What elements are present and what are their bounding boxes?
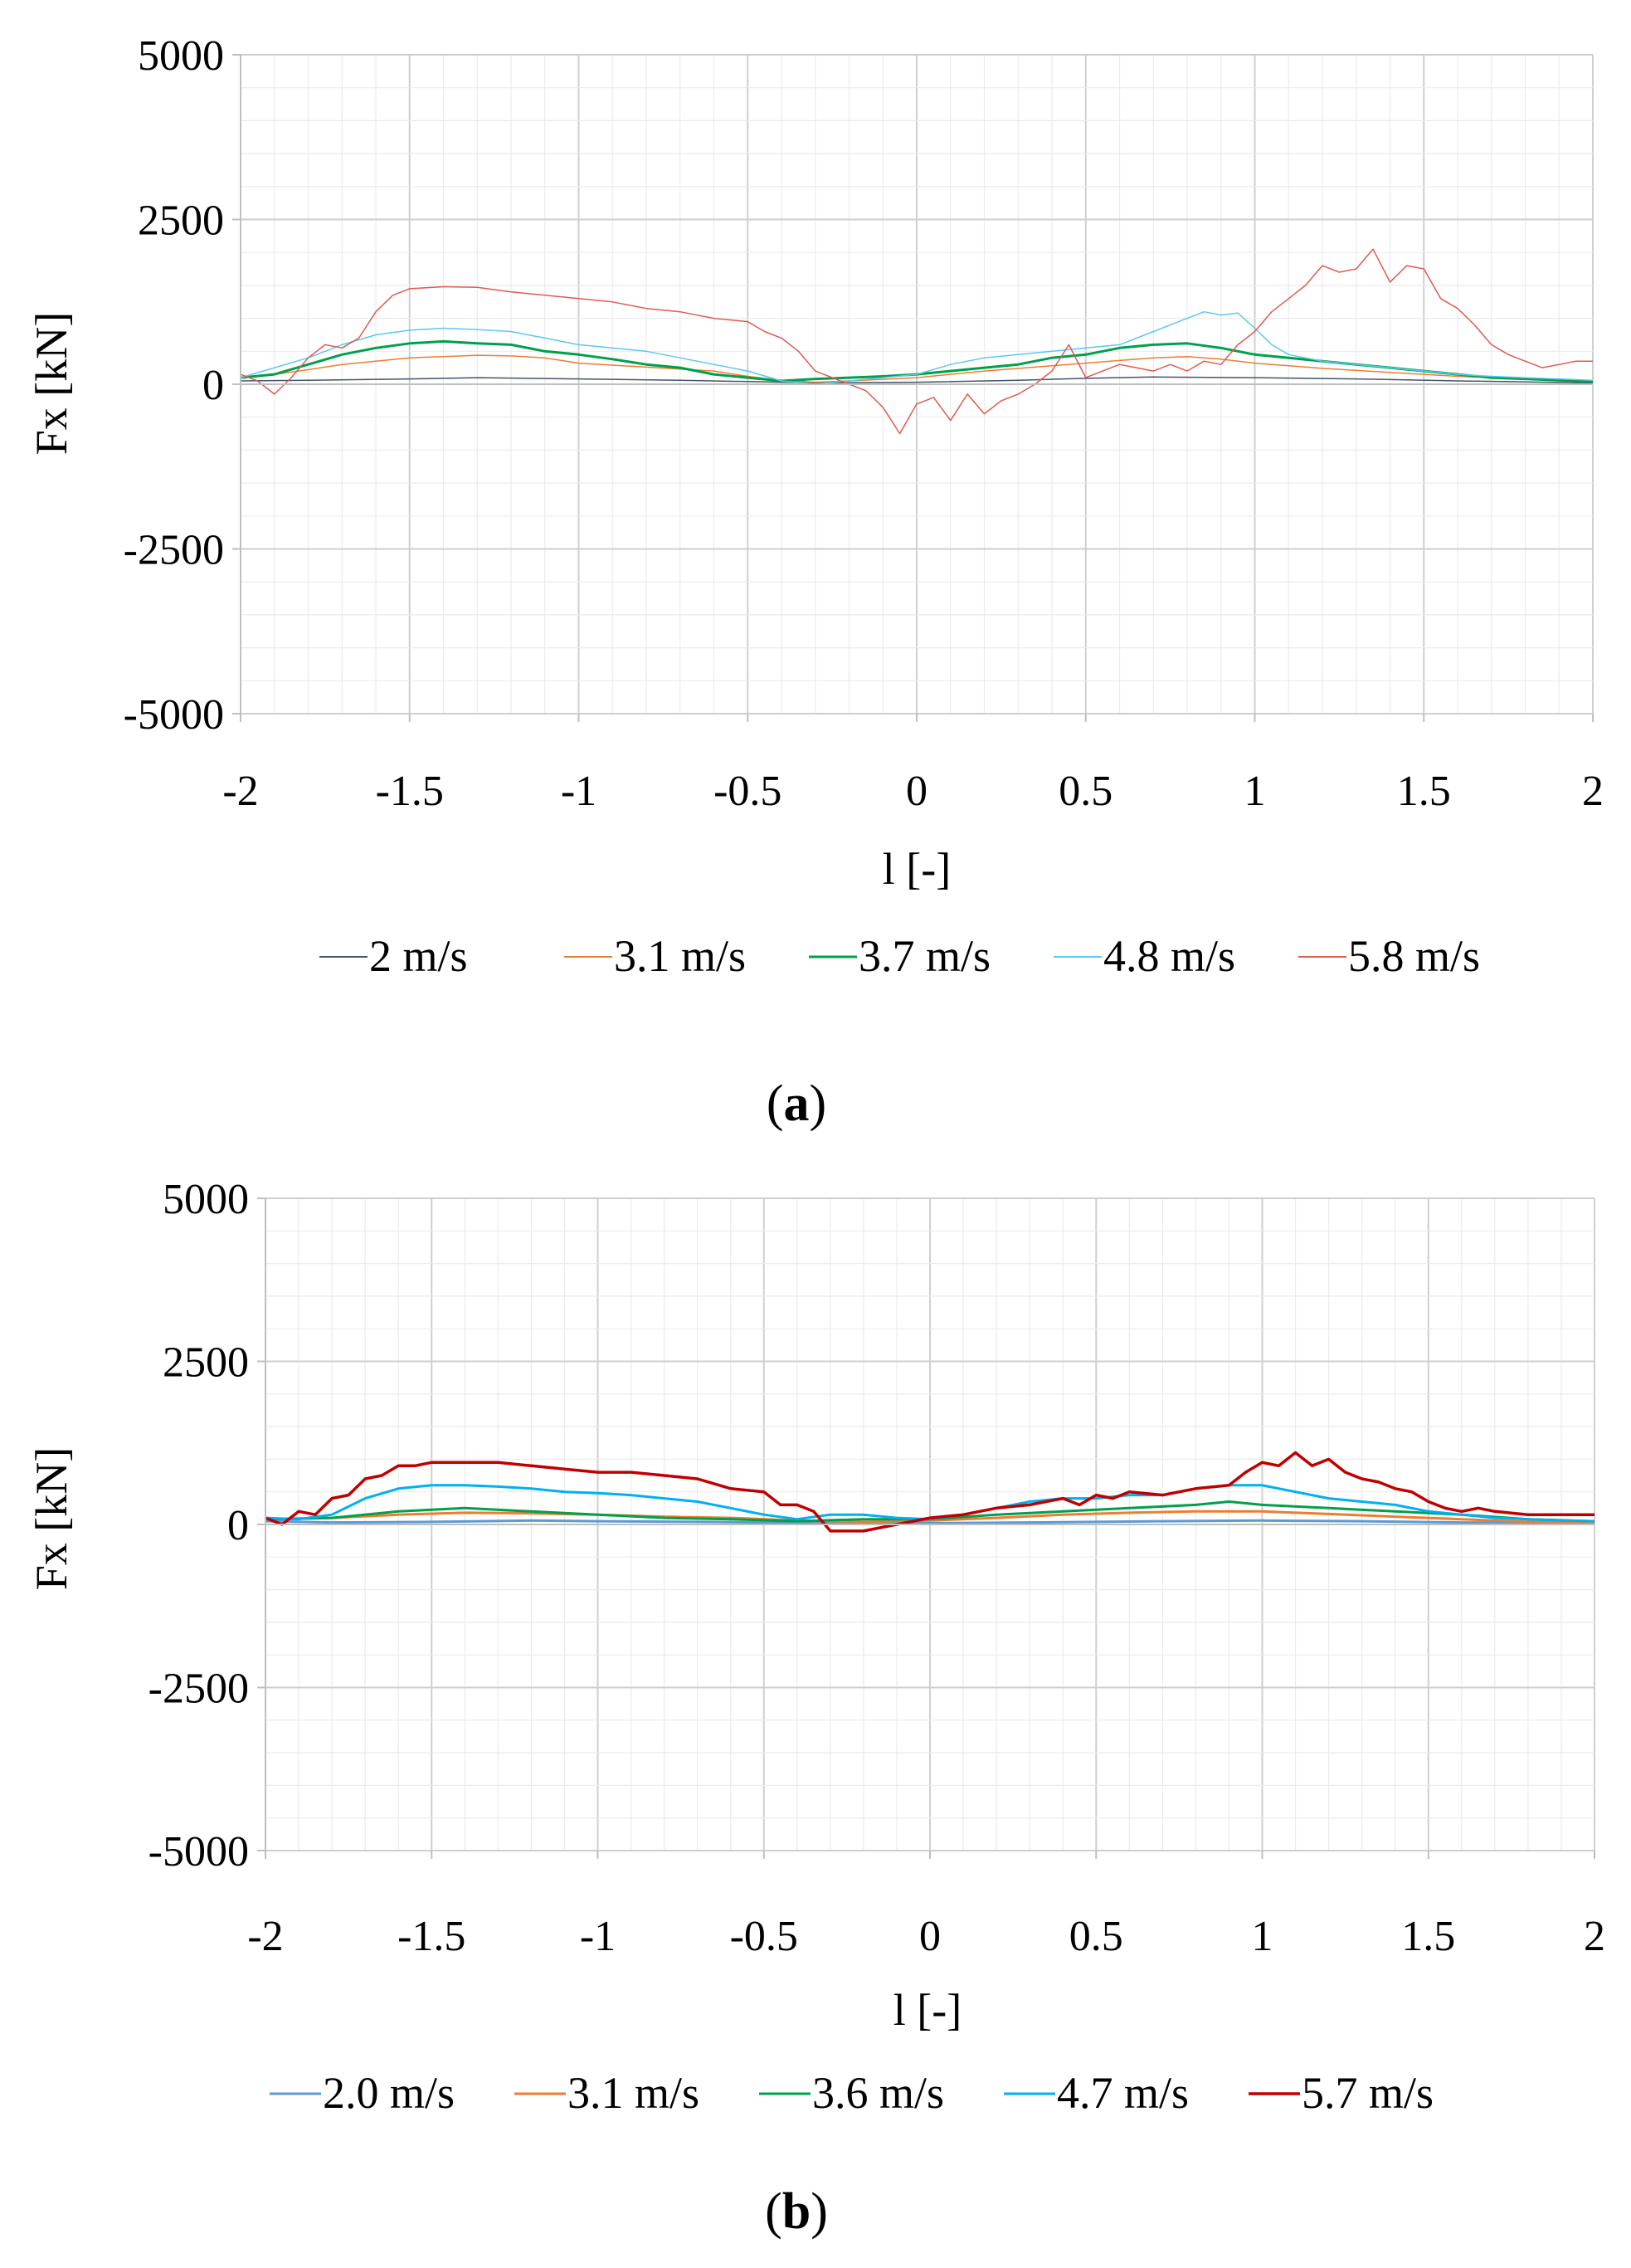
x-tick-label: 0.5 xyxy=(1059,768,1112,815)
x-tick-label: 2 xyxy=(1582,768,1604,815)
y-tick-label: -2500 xyxy=(148,1666,249,1713)
series-line-3 xyxy=(240,310,1594,385)
series-line-2 xyxy=(265,1500,1595,1523)
legend-label-0: 2.0 m/s xyxy=(323,2068,455,2118)
x-axis-title-a: l [-] xyxy=(883,844,951,894)
y-axis-title-a: Fx [kN] xyxy=(27,312,76,456)
y-tick-label: 5000 xyxy=(163,1176,249,1223)
series-line-1 xyxy=(265,1510,1595,1524)
series-group-a xyxy=(240,248,1594,435)
series-line-1 xyxy=(240,354,1594,383)
x-tick-label: -0.5 xyxy=(713,768,781,815)
y-tick-label: 2500 xyxy=(138,198,224,245)
series-line-0 xyxy=(240,376,1594,384)
caption-a-letter: a xyxy=(784,1075,810,1132)
legend-label-4: 5.8 m/s xyxy=(1348,931,1480,981)
axes-a xyxy=(232,54,1594,722)
legend-label-0: 2 m/s xyxy=(369,931,468,981)
y-tick-label: -5000 xyxy=(148,1828,249,1875)
y-tick-label: 5000 xyxy=(138,32,224,80)
x-tick-label: 1.5 xyxy=(1397,768,1451,815)
legend-a: 2 m/s 3.1 m/s 3.7 m/s 4.8 m/s 5.8 m/s xyxy=(319,931,1480,981)
x-tick-label: -2 xyxy=(247,1913,283,1960)
caption-a-close: ) xyxy=(810,1075,827,1132)
x-tick-label: -0.5 xyxy=(730,1913,798,1960)
x-tick-label: 1.5 xyxy=(1401,1913,1455,1960)
x-tick-label: 1 xyxy=(1252,1913,1273,1960)
y-tick-label: -2500 xyxy=(124,527,224,574)
chart-panel-a: -2 -1.5 -1 -0.5 0 0.5 1 1.5 2500025000-2500-5000… xyxy=(27,32,1604,1132)
y-tick-label: 0 xyxy=(202,362,224,409)
x-tick-label: 1 xyxy=(1244,768,1266,815)
caption-a-open: ( xyxy=(767,1075,784,1132)
legend-label-3: 4.7 m/s xyxy=(1057,2068,1189,2118)
legend-label-3: 4.8 m/s xyxy=(1103,931,1235,981)
legend-b: 2.0 m/s 3.1 m/s 3.6 m/s 4.7 m/s 5.7 m/s xyxy=(270,2068,1434,2118)
y-tick-label: 0 xyxy=(227,1502,249,1549)
x-axis-title-b: l [-] xyxy=(893,1985,962,2035)
caption-b: (b) xyxy=(765,2183,828,2240)
caption-a: (a) xyxy=(767,1075,826,1132)
chart-panel-b: -2 -1.5 -1 -0.5 0 0.5 1 1.5 2500025000-2500-5000… xyxy=(27,1176,1605,2240)
x-tick-label: -1 xyxy=(580,1913,616,1960)
series-line-4 xyxy=(240,248,1593,435)
series-line-4 xyxy=(265,1451,1594,1533)
y-axis-title-b: Fx [kN] xyxy=(27,1447,76,1591)
series-group-b xyxy=(265,1451,1595,1533)
caption-b-close: ) xyxy=(811,2183,828,2240)
legend-label-2: 3.7 m/s xyxy=(859,931,991,981)
x-tick-label: -1.5 xyxy=(397,1913,465,1960)
legend-label-2: 3.6 m/s xyxy=(812,2068,944,2118)
x-tick-label: -1.5 xyxy=(376,768,444,815)
x-tick-label: -1 xyxy=(561,768,596,815)
axes-b xyxy=(257,1197,1595,1859)
caption-b-open: ( xyxy=(765,2183,782,2240)
x-tick-label: 2 xyxy=(1584,1913,1605,1960)
x-tick-label: 0 xyxy=(906,768,927,815)
x-tick-label: 0.5 xyxy=(1069,1913,1123,1960)
legend-label-4: 5.7 m/s xyxy=(1302,2068,1434,2118)
y-tick-label: -5000 xyxy=(124,691,224,739)
series-line-0 xyxy=(265,1519,1595,1524)
legend-label-1: 3.1 m/s xyxy=(614,931,746,981)
y-tick-label: 2500 xyxy=(163,1339,249,1387)
legend-label-1: 3.1 m/s xyxy=(567,2068,699,2118)
x-tick-label: -2 xyxy=(222,768,258,815)
x-tick-label: 0 xyxy=(919,1913,941,1960)
caption-b-letter: b xyxy=(782,2183,811,2240)
